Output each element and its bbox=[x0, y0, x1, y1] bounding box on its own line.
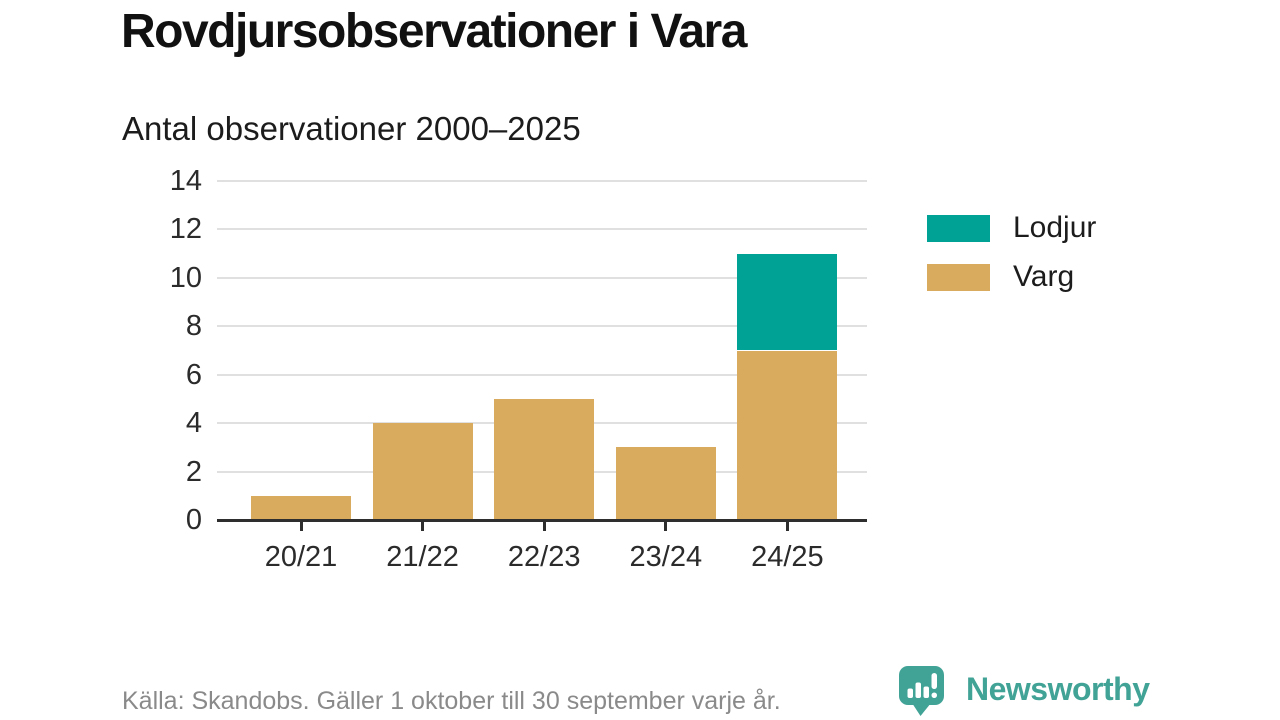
y-gridline-10 bbox=[217, 276, 867, 279]
y-axis-label-4: 4 bbox=[185, 407, 202, 440]
y-axis-label-0: 0 bbox=[185, 504, 202, 536]
x-axis-label-23-24: 23/24 bbox=[629, 541, 703, 573]
legend-label-varg: Varg bbox=[1013, 260, 1075, 293]
x-axis-tick-23-24 bbox=[664, 521, 668, 531]
y-gridline-14 bbox=[217, 180, 867, 182]
legend-label-lodjur: Lodjur bbox=[1013, 211, 1097, 244]
bar-varg-21-22 bbox=[372, 423, 473, 520]
x-axis-label-22-23: 22/23 bbox=[507, 541, 581, 573]
bar-varg-23-24 bbox=[615, 447, 716, 520]
y-axis-label-14: 14 bbox=[169, 165, 202, 197]
chart-title: Rovdjursobservationer i Vara bbox=[121, 5, 747, 58]
x-axis-label-21-22: 21/22 bbox=[386, 541, 459, 573]
bar-lodjur-24-25 bbox=[737, 253, 838, 351]
y-axis-label-8: 8 bbox=[185, 310, 202, 343]
brand-name: Newsworthy bbox=[966, 671, 1150, 707]
y-axis-label-12: 12 bbox=[169, 213, 202, 246]
bar-varg-24-25 bbox=[737, 350, 838, 520]
brand-footer: Newsworthy bbox=[898, 665, 1150, 720]
y-gridline-6 bbox=[217, 373, 867, 376]
x-axis-tick-20-21 bbox=[299, 521, 303, 531]
legend-swatch-varg bbox=[927, 263, 990, 291]
bar-varg-22-23 bbox=[494, 398, 595, 520]
legend-item-lodjur: Lodjur bbox=[927, 213, 1096, 243]
y-axis-label-2: 2 bbox=[185, 455, 202, 488]
x-axis-line bbox=[217, 519, 867, 522]
y-gridline-8 bbox=[217, 325, 867, 328]
y-axis-label-6: 6 bbox=[185, 358, 202, 391]
legend-item-varg: Varg bbox=[927, 262, 1096, 292]
chart-legend: Lodjur Varg bbox=[927, 213, 1096, 311]
x-axis-label-24-25: 24/25 bbox=[751, 541, 824, 573]
x-axis-tick-24-25 bbox=[785, 521, 789, 531]
x-axis-tick-22-23 bbox=[542, 521, 546, 531]
legend-swatch-lodjur bbox=[927, 214, 990, 242]
source-note: Källa: Skandobs. Gäller 1 oktober till 3… bbox=[122, 687, 781, 715]
bar-varg-20-21 bbox=[251, 495, 351, 520]
chart-subtitle: Antal observationer 2000–2025 bbox=[122, 110, 581, 147]
y-gridline-12 bbox=[217, 228, 867, 231]
x-axis-label-20-21: 20/21 bbox=[264, 541, 338, 573]
y-axis-label-10: 10 bbox=[169, 261, 202, 294]
x-axis-tick-21-22 bbox=[421, 521, 425, 531]
newsworthy-logo-icon bbox=[898, 665, 946, 720]
